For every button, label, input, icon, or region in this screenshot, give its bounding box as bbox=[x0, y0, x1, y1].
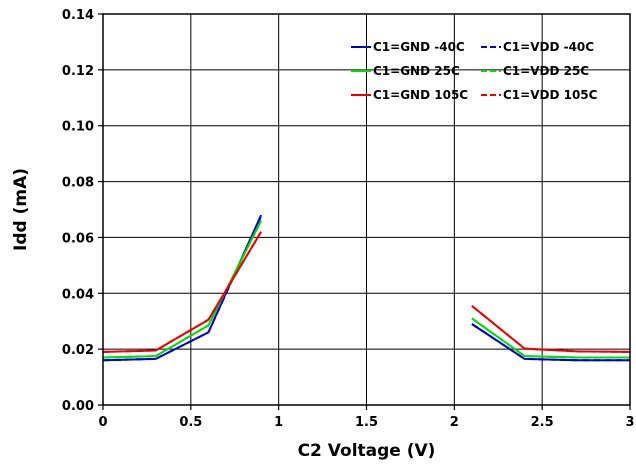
series-line-segment bbox=[102, 231, 262, 353]
y-tick-label: 0.02 bbox=[62, 343, 94, 358]
x-axis-title: C2 Voltage (V) bbox=[298, 441, 436, 461]
y-tick-label: 0.10 bbox=[62, 120, 94, 135]
legend: C1=GND -40C C1=VDD -40C C1=GND 25C C1=VDD 2… bbox=[351, 40, 598, 102]
y-tick-label: 0.04 bbox=[62, 287, 94, 302]
x-tick-label: 3 bbox=[625, 415, 634, 430]
series-line-segment bbox=[471, 323, 630, 362]
y-tick-label: 0.00 bbox=[62, 399, 94, 414]
series-line bbox=[102, 220, 630, 359]
series-line bbox=[102, 231, 631, 353]
y-axis-title: Idd (mA) bbox=[11, 168, 31, 251]
series-line-segment bbox=[102, 220, 262, 359]
series-line-segment bbox=[471, 317, 630, 359]
series-line-segment bbox=[471, 305, 631, 353]
legend-label: C1=GND 25C bbox=[373, 64, 460, 78]
legend-label: C1=GND -40C bbox=[373, 40, 465, 54]
series-line bbox=[102, 216, 630, 362]
y-tick-label: 0.14 bbox=[62, 8, 94, 23]
x-tick-label: 1.5 bbox=[355, 415, 378, 430]
legend-label: C1=VDD -40C bbox=[503, 40, 594, 54]
x-tick-label: 0 bbox=[98, 415, 107, 430]
legend-label: C1=VDD 25C bbox=[503, 64, 589, 78]
legend-label: C1=VDD 105C bbox=[503, 88, 598, 102]
y-tick-label: 0.08 bbox=[62, 176, 94, 191]
y-tick-label: 0.12 bbox=[62, 64, 94, 79]
axis-ticks: 0 0.5 1 1.5 2 2.5 3 0.00 0.02 0.04 0.06 0.08 0.10 0.1… bbox=[62, 8, 635, 430]
series-lines bbox=[102, 214, 631, 362]
x-tick-label: 2.5 bbox=[531, 415, 554, 430]
y-tick-label: 0.06 bbox=[62, 231, 94, 246]
x-tick-label: 2 bbox=[450, 415, 459, 430]
series-line-segment bbox=[102, 216, 263, 362]
grid-lines bbox=[103, 14, 630, 405]
x-tick-label: 0.5 bbox=[179, 415, 202, 430]
legend-label: C1=GND 105C bbox=[373, 88, 468, 102]
x-tick-label: 1 bbox=[274, 415, 283, 430]
